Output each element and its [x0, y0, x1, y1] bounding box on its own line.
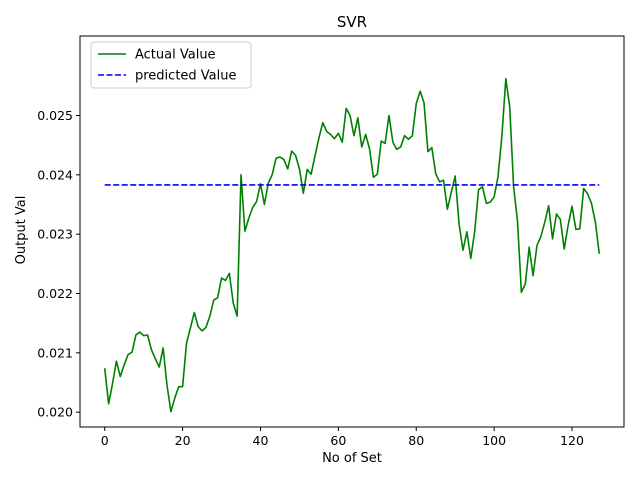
actual-value-line: [103, 77, 601, 413]
axes: 0 20 40 60 80 100 120 0.020 0.021 0.022 0.023 0.024…: [37, 35, 625, 448]
x-axis-label: No of Set: [322, 451, 382, 466]
y-tick-label: 0.023: [37, 227, 73, 242]
x-tick-label: 20: [175, 433, 191, 448]
y-axis-label: Output Val: [14, 196, 29, 265]
y-tick-label: 0.022: [37, 286, 73, 301]
chart-title: SVR: [337, 13, 367, 31]
x-tick-label: 80: [408, 433, 424, 448]
y-tick-label: 0.020: [37, 405, 73, 420]
plot-area: [103, 77, 601, 413]
y-tick-label: 0.025: [37, 108, 73, 123]
legend-actual-label: Actual Value: [135, 48, 216, 63]
x-tick-label: 100: [482, 433, 506, 448]
x-tick-label: 60: [330, 433, 346, 448]
y-tick-label: 0.024: [37, 167, 73, 182]
x-tick-label: 40: [253, 433, 269, 448]
y-tick-label: 0.021: [37, 345, 73, 360]
legend-predicted-label: predicted Value: [135, 69, 237, 84]
axes-frame: [79, 35, 625, 428]
legend-frame: [90, 41, 252, 89]
legend: Actual Value predicted Value: [90, 41, 252, 89]
x-tick-label: 120: [560, 433, 584, 448]
x-tick-label: 0: [101, 433, 109, 448]
